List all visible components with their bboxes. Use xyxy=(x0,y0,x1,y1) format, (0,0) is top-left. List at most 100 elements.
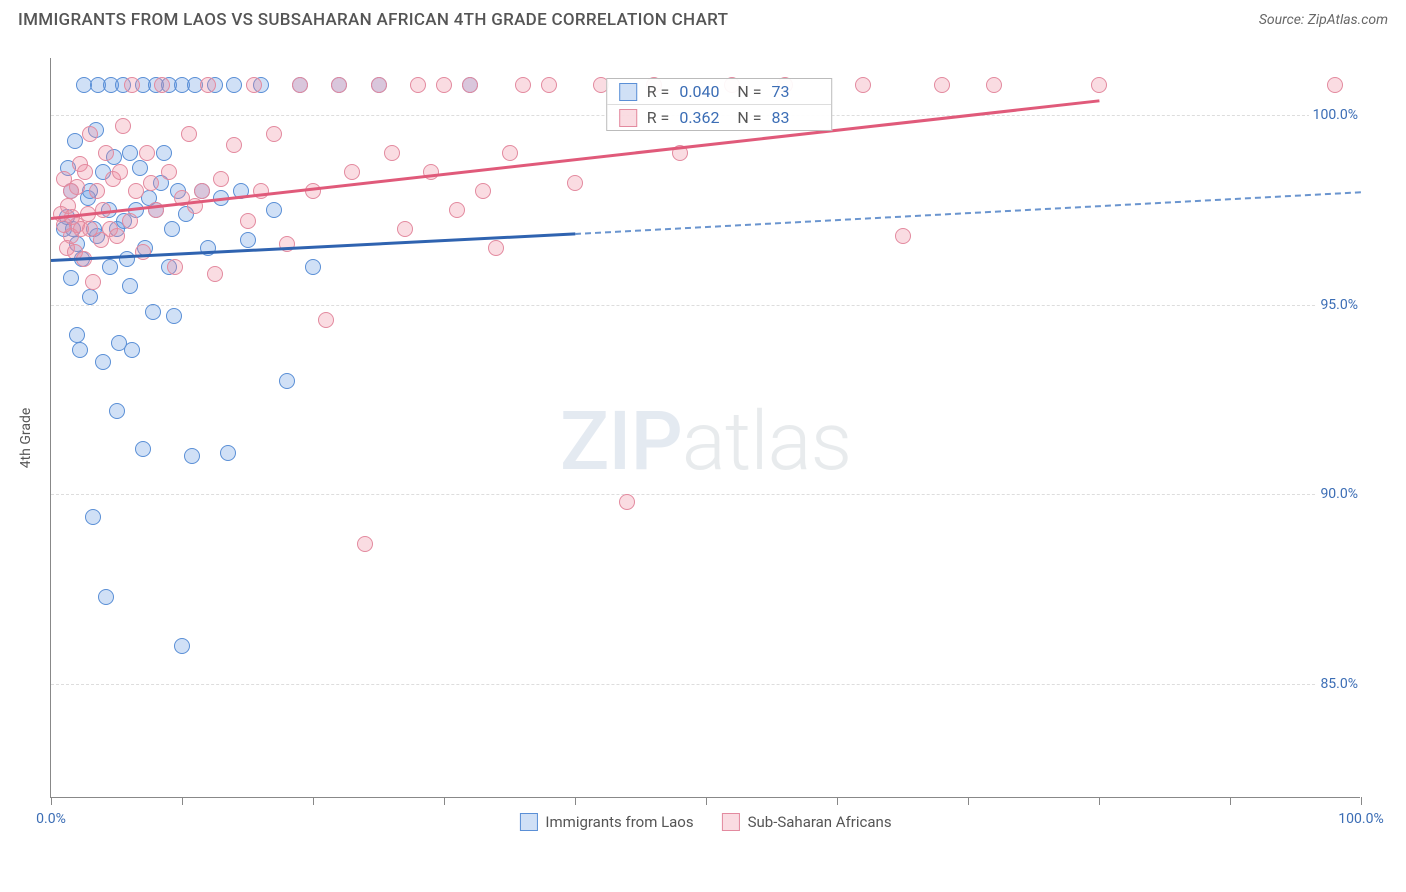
data-point xyxy=(122,213,138,229)
data-point xyxy=(462,77,478,93)
gridline xyxy=(51,684,1360,685)
gridline xyxy=(51,305,1360,306)
data-point xyxy=(207,266,223,282)
data-point xyxy=(619,494,635,510)
data-point xyxy=(69,327,85,343)
xtick xyxy=(1230,797,1231,805)
data-point xyxy=(109,228,125,244)
data-point xyxy=(331,77,347,93)
ytick-label: 95.0% xyxy=(1316,297,1362,313)
data-point xyxy=(69,179,85,195)
data-point xyxy=(85,274,101,290)
data-point xyxy=(135,441,151,457)
data-point xyxy=(139,145,155,161)
xtick xyxy=(51,797,52,805)
data-point xyxy=(449,202,465,218)
data-point xyxy=(226,137,242,153)
stats-row-laos: R = 0.040 N = 73 xyxy=(607,79,832,105)
xtick xyxy=(313,797,314,805)
data-point xyxy=(266,202,282,218)
data-point xyxy=(174,638,190,654)
data-point xyxy=(102,259,118,275)
r-value-ssa: 0.362 xyxy=(679,108,727,127)
data-point xyxy=(72,342,88,358)
data-point xyxy=(98,589,114,605)
data-point xyxy=(119,251,135,267)
r-label: R = xyxy=(647,82,670,101)
data-point xyxy=(279,373,295,389)
data-point xyxy=(436,77,452,93)
xtick xyxy=(968,797,969,805)
data-point xyxy=(220,445,236,461)
data-point xyxy=(292,77,308,93)
data-point xyxy=(154,77,170,93)
stats-row-ssa: R = 0.362 N = 83 xyxy=(607,105,832,130)
data-point xyxy=(515,77,531,93)
data-point xyxy=(488,240,504,256)
xtick xyxy=(706,797,707,805)
data-point xyxy=(194,183,210,199)
ytick-label: 85.0% xyxy=(1316,676,1362,692)
data-point xyxy=(266,126,282,142)
r-value-laos: 0.040 xyxy=(679,82,727,101)
data-point xyxy=(213,171,229,187)
data-point xyxy=(1091,77,1107,93)
data-point xyxy=(200,77,216,93)
xtick xyxy=(1099,797,1100,805)
data-point xyxy=(124,77,140,93)
y-axis-label: 4th Grade xyxy=(18,408,34,469)
swatch-laos xyxy=(519,813,537,831)
data-point xyxy=(122,278,138,294)
data-point xyxy=(143,175,159,191)
data-point xyxy=(305,259,321,275)
stats-legend: R = 0.040 N = 73 R = 0.362 N = 83 xyxy=(606,78,833,131)
bottom-legend: Immigrants from Laos Sub-Saharan African… xyxy=(519,813,891,831)
data-point xyxy=(855,77,871,93)
data-point xyxy=(85,509,101,525)
data-point xyxy=(145,304,161,320)
legend-label-ssa: Sub-Saharan Africans xyxy=(748,813,892,831)
chart-container: 4th Grade ZIPatlas R = 0.040 N = 73 R = … xyxy=(0,38,1406,848)
data-point xyxy=(82,126,98,142)
data-point xyxy=(397,221,413,237)
swatch-ssa xyxy=(722,813,740,831)
data-point xyxy=(132,160,148,176)
data-point xyxy=(986,77,1002,93)
data-point xyxy=(240,232,256,248)
ytick-label: 90.0% xyxy=(1316,486,1362,502)
legend-item-laos: Immigrants from Laos xyxy=(519,813,693,831)
n-label: N = xyxy=(737,82,761,101)
xtick-label: 100.0% xyxy=(1338,811,1383,827)
n-value-ssa: 83 xyxy=(771,108,819,127)
data-point xyxy=(156,145,172,161)
data-point xyxy=(109,403,125,419)
data-point xyxy=(181,126,197,142)
data-point xyxy=(63,270,79,286)
data-point xyxy=(122,145,138,161)
data-point xyxy=(167,259,183,275)
data-point xyxy=(384,145,400,161)
data-point xyxy=(240,213,256,229)
data-point xyxy=(371,77,387,93)
watermark: ZIPatlas xyxy=(560,394,851,490)
xtick xyxy=(837,797,838,805)
xtick xyxy=(182,797,183,805)
swatch-laos xyxy=(619,83,637,101)
data-point xyxy=(82,289,98,305)
data-point xyxy=(318,312,334,328)
source-label: Source: ZipAtlas.com xyxy=(1259,12,1388,28)
data-point xyxy=(184,448,200,464)
data-point xyxy=(164,221,180,237)
trend-line xyxy=(575,191,1361,235)
legend-item-ssa: Sub-Saharan Africans xyxy=(722,813,892,831)
data-point xyxy=(502,145,518,161)
data-point xyxy=(124,342,140,358)
data-point xyxy=(166,308,182,324)
data-point xyxy=(89,183,105,199)
data-point xyxy=(226,77,242,93)
data-point xyxy=(95,354,111,370)
xtick xyxy=(1361,797,1362,805)
data-point xyxy=(344,164,360,180)
data-point xyxy=(357,536,373,552)
data-point xyxy=(67,133,83,149)
